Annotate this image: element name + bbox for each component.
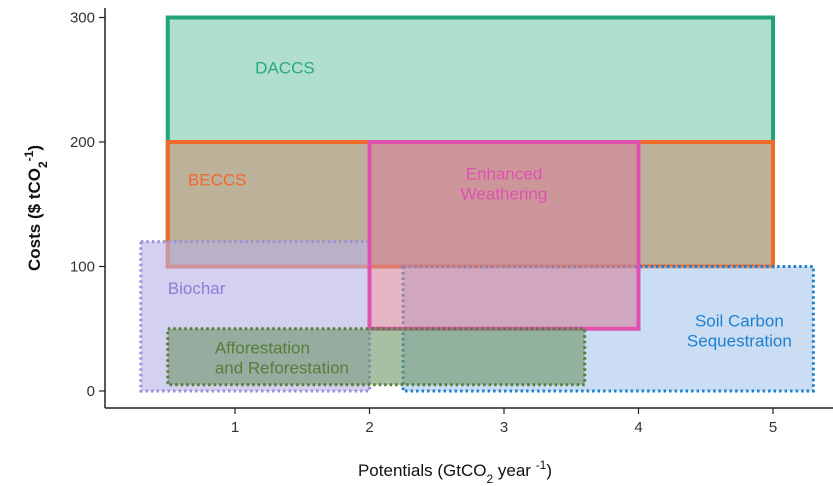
x-tick-label: 4 xyxy=(634,419,642,436)
y-tick-label: 100 xyxy=(70,259,95,276)
x-tick-label: 5 xyxy=(769,419,777,436)
x-tick-label: 3 xyxy=(500,419,508,436)
region-afforestation-and-reforestation xyxy=(166,327,587,387)
y-tick-label: 200 xyxy=(70,134,95,151)
region-label-soil-carbon-sequestration: Soil Carbon Sequestration xyxy=(687,311,792,350)
chart-region-labels: DACCS BECCS Biochar Soil Carbon Sequestratio… xyxy=(168,59,792,378)
region-label-biochar: Biochar xyxy=(168,279,226,298)
y-axis-title: Costs ($ tCO2-1) xyxy=(22,145,50,271)
axis-ticks: 1 2 3 4 5 0 100 200 300 xyxy=(70,10,777,437)
chart-regions xyxy=(139,15,815,393)
region-label-afforestation-and-reforestation: Afforestation and Reforestation xyxy=(215,339,349,378)
y-tick-label: 0 xyxy=(87,383,95,400)
x-tick-label: 2 xyxy=(365,419,373,436)
x-tick-label: 1 xyxy=(231,419,239,436)
region-label-enhanced-weathering: Enhanced Weathering xyxy=(461,164,548,203)
region-label-beccs: BECCS xyxy=(188,171,247,190)
region-label-daccs: DACCS xyxy=(255,59,315,78)
x-axis-title: Potentials (GtCO2 year -1) xyxy=(358,458,552,486)
y-tick-label: 300 xyxy=(70,10,95,27)
